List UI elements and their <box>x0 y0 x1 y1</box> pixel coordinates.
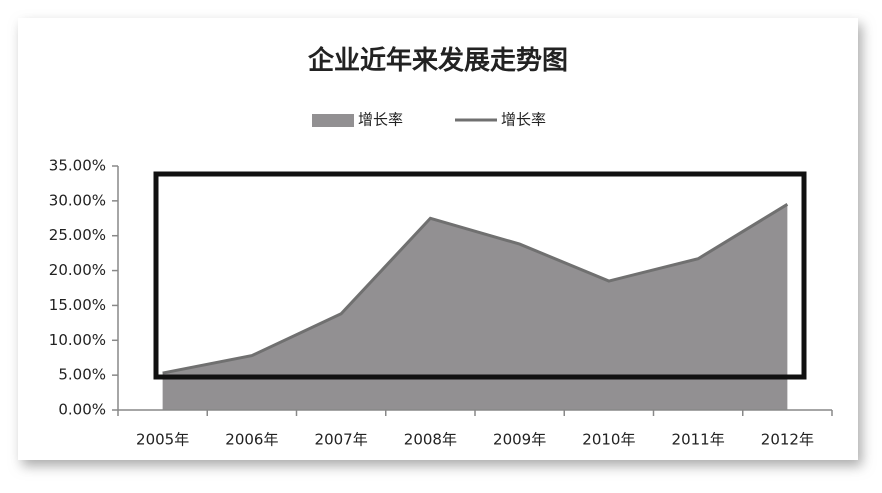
chart-title: 企业近年来发展走势图 <box>308 45 568 76</box>
y-tick-label: 15.00% <box>49 296 106 314</box>
y-tick-label: 5.00% <box>58 366 106 384</box>
y-tick-label: 30.00% <box>49 191 106 209</box>
plot-area: 0.00% 5.00% 10.00% 15.00% 20.00% 25.00% 30.00%… <box>49 157 833 449</box>
y-tick-label: 35.00% <box>49 157 106 175</box>
y-tick-label: 20.00% <box>49 261 106 279</box>
x-tick-label: 2011年 <box>672 431 725 449</box>
highlight-box <box>153 171 807 380</box>
legend-label: 增长率 <box>501 111 546 129</box>
x-tick-label: 2009年 <box>493 431 546 449</box>
x-tick-label: 2007年 <box>315 431 368 449</box>
y-tick-label: 25.00% <box>49 226 106 244</box>
legend-swatch <box>312 114 354 127</box>
area <box>162 204 788 410</box>
x-tick-label: 2008年 <box>404 431 457 449</box>
x-tick-label: 2010年 <box>582 431 635 449</box>
legend-label: 增长率 <box>358 111 403 129</box>
x-tick-label: 2005年 <box>136 431 189 449</box>
x-tick-label: 2012年 <box>761 431 814 449</box>
x-tick-label: 2006年 <box>225 431 278 449</box>
y-tick-label: 10.00% <box>49 331 106 349</box>
line <box>162 203 789 375</box>
y-tick-label: 0.00% <box>58 401 106 419</box>
